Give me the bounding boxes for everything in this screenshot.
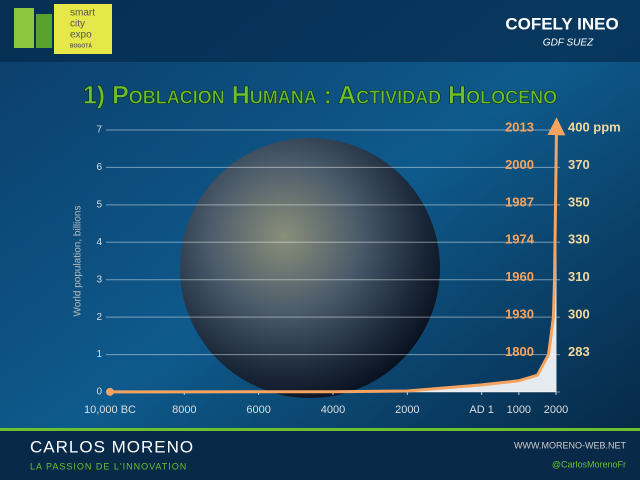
logo-text: city [70,19,85,30]
x-tick-label: 10,000 BC [84,404,136,416]
year-annotation: 1974 [505,232,535,247]
x-tick-label: AD 1 [469,404,493,416]
year-annotation: 2013 [505,119,534,134]
y-tick-label: 6 [96,162,102,173]
year-annotation: 1987 [505,194,534,209]
y-tick-label: 0 [96,387,102,398]
x-tick-label: 8000 [172,404,196,416]
x-tick-label: 2000 [544,404,568,416]
start-point [106,387,114,396]
x-tick-label: 2000 [395,404,419,416]
year-annotation: 1800 [505,344,534,359]
year-annotation: 2000 [505,157,534,172]
y-tick-label: 1 [96,349,102,360]
ppm-annotation: 370 [568,157,590,172]
group-logo: GDF SUEZ [543,38,594,49]
logo-text: BOGOTÁ [70,42,92,49]
ppm-annotation: 330 [568,232,590,247]
globe [180,138,440,398]
y-tick-label: 5 [96,199,102,210]
y-tick-label: 2 [96,312,102,323]
website: WWW.MORENO-WEB.NET [514,440,626,450]
y-tick-label: 4 [96,237,102,248]
logo-bar [14,8,34,48]
footer-rule [0,428,640,431]
slide-title: 1) Poblacion Humana : Actividad Holoceno [83,82,557,110]
y-tick-label: 7 [96,125,102,136]
ppm-annotation: 283 [568,344,590,359]
population-line [109,117,566,394]
x-tick-label: 4000 [321,404,345,416]
expo-logo: smart city expo BOGOTÁ [70,8,95,50]
y-tick-label: 3 [96,274,102,285]
ppm-annotation: 400 ppm [568,119,621,134]
chart: 0 1 2 3 4 5 6 7 10,000 BC 8000 6000 4000 2000 AD 1 100… [84,117,621,416]
tagline: LA PASSION DE L'INNOVATION [30,461,187,471]
ppm-annotation: 310 [568,269,590,284]
y-axis-label: World population, billions [73,206,84,317]
logo-text: smart [70,8,95,19]
handle: @CarlosMorenoFr [552,459,626,469]
logo-text: expo [70,30,92,41]
ppm-annotation: 300 [568,307,590,322]
logo-bar [36,14,52,48]
footer-band [0,430,640,480]
author: CARLOS MORENO [30,437,194,456]
x-tick-label: 6000 [246,404,270,416]
x-tick-label: 1000 [507,404,531,416]
logo-box [54,4,112,54]
company-logo: COFELY INEO [505,14,618,33]
ppm-annotation: 350 [568,194,590,209]
year-annotation: 1930 [505,307,534,322]
year-annotation: 1960 [505,269,534,284]
